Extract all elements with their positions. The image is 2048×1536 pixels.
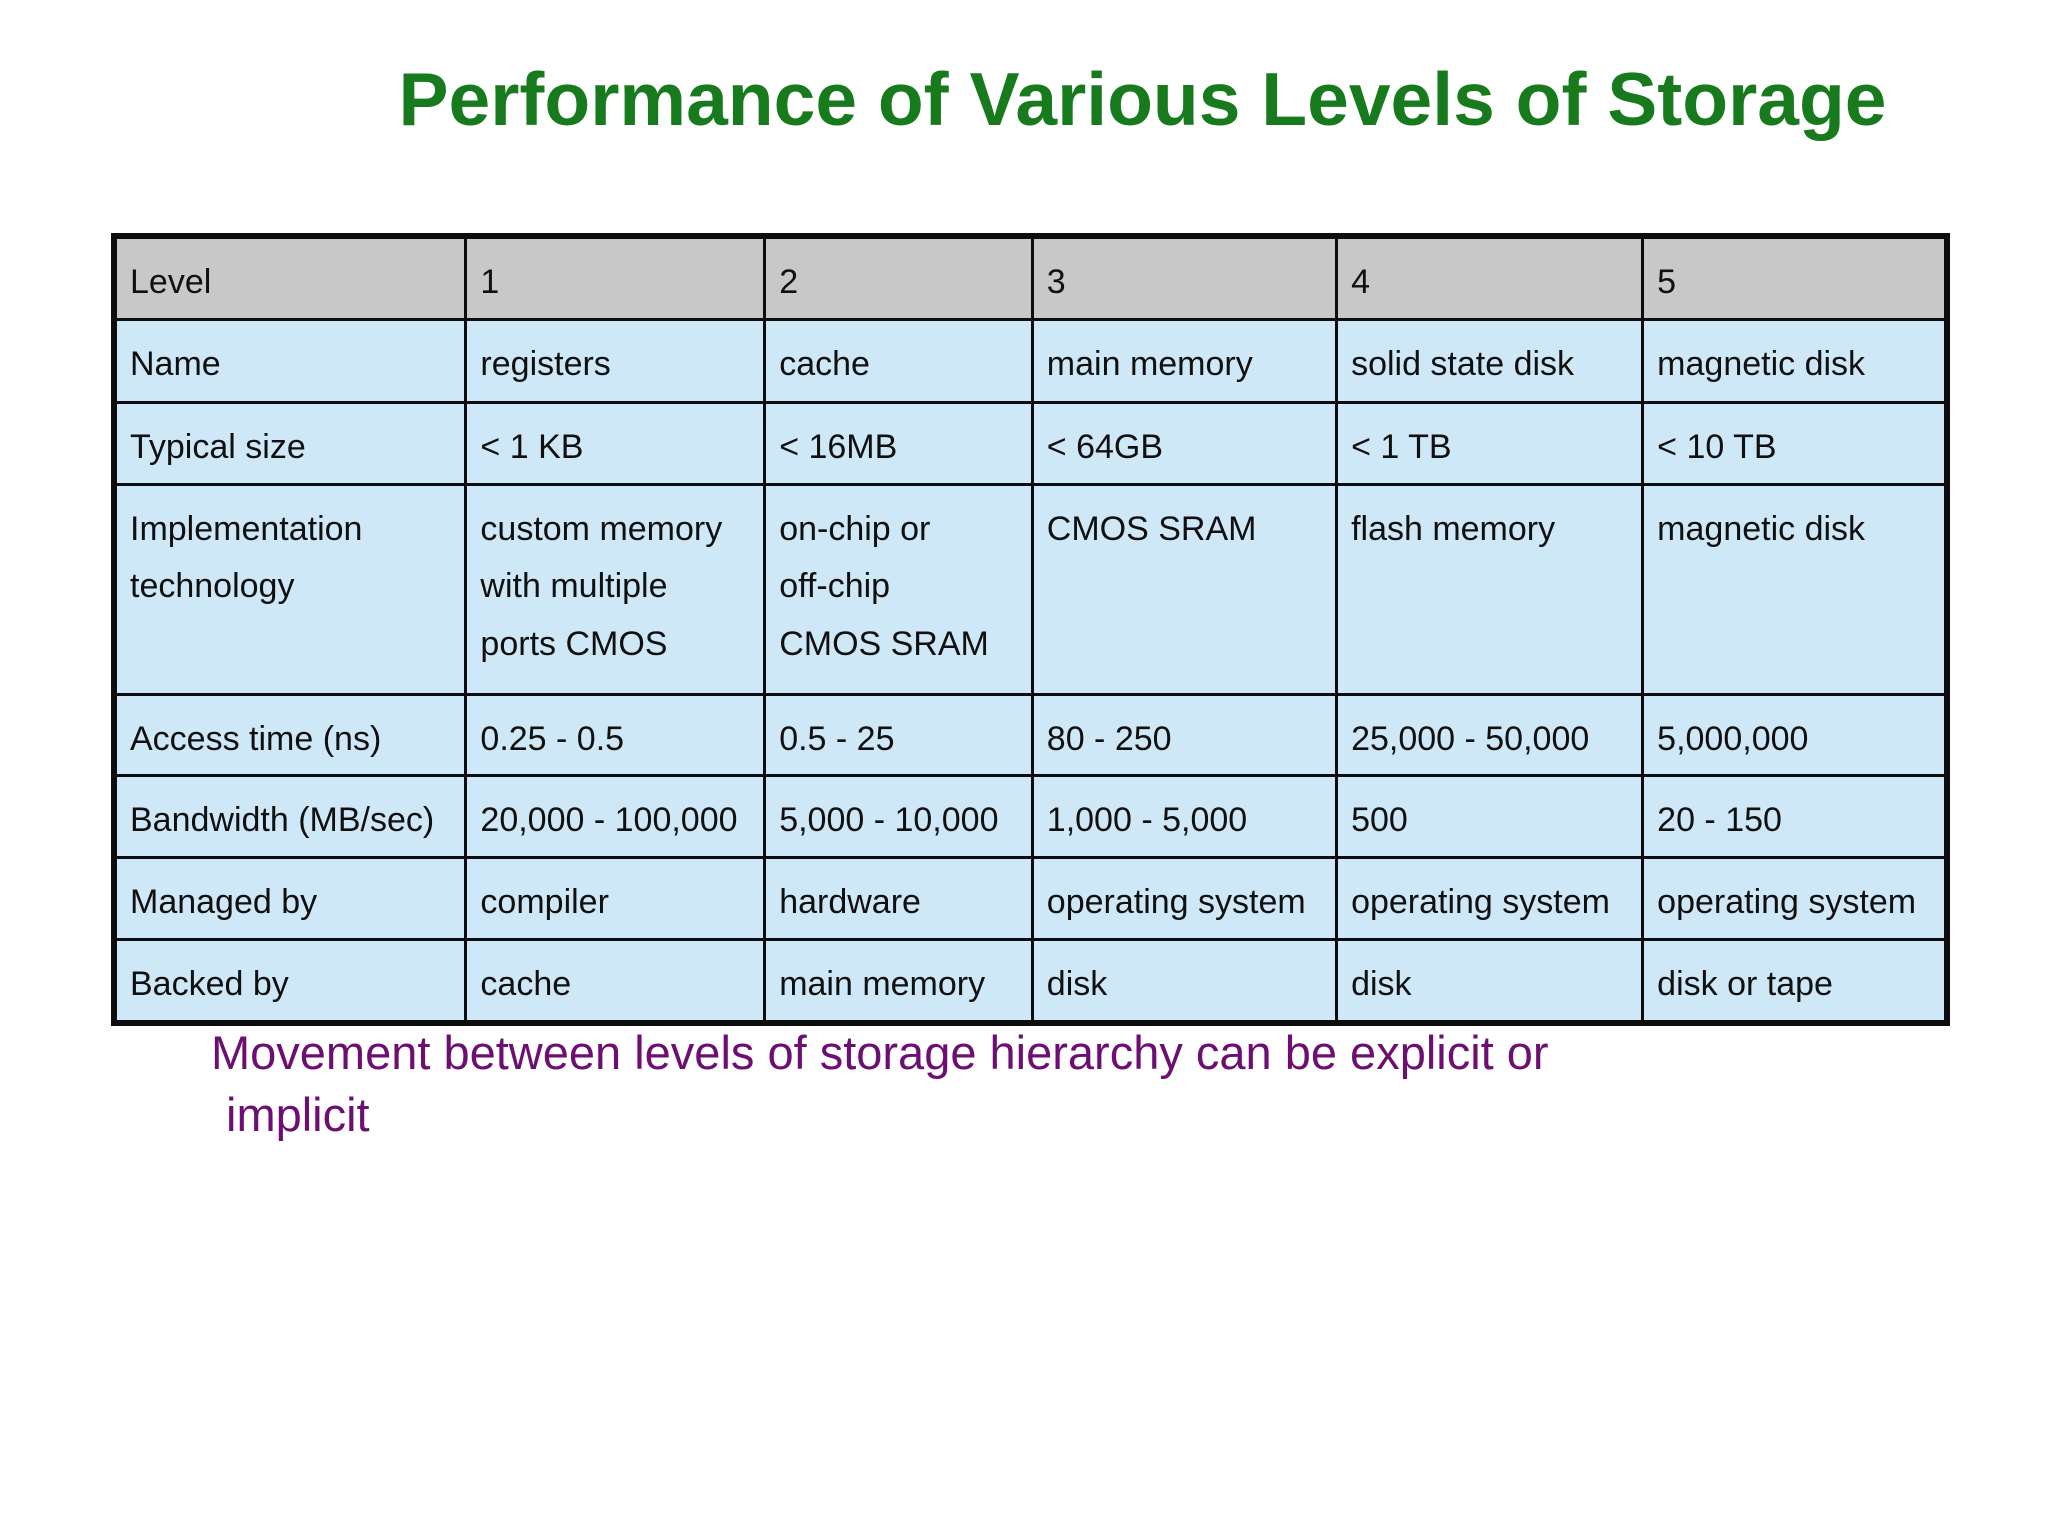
table-cell: 80 - 250: [1030, 692, 1339, 778]
row-label: Managed by: [112, 856, 468, 941]
table-cell: < 10 TB: [1641, 400, 1949, 486]
header-cell-5: 5: [1641, 234, 1949, 321]
header-cell-4: 4: [1335, 234, 1645, 321]
slide-note: Movement between levels of storage hiera…: [0, 1022, 2048, 1146]
row-label: Implementation technology: [112, 482, 468, 696]
table-row-name: Name registers cache main memory solid s…: [112, 317, 1949, 404]
table-cell: custom memory with multiple ports CMOS: [464, 482, 767, 696]
table-cell: registers: [464, 317, 767, 404]
table-row-access-time: Access time (ns) 0.25 - 0.5 0.5 - 25 80 …: [112, 692, 1949, 778]
table-cell: flash memory: [1335, 482, 1645, 696]
row-label: Typical size: [112, 400, 468, 486]
table-cell: CMOS SRAM: [1030, 482, 1339, 696]
table-cell: < 64GB: [1030, 400, 1339, 486]
table-cell: < 1 KB: [464, 400, 767, 486]
table-header-row: Level 1 2 3 4 5: [112, 234, 1949, 321]
table-cell: 20,000 - 100,000: [464, 774, 767, 860]
table-cell: disk: [1335, 937, 1645, 1025]
row-label: Name: [112, 317, 468, 404]
table-cell: main memory: [1030, 317, 1339, 404]
header-cell-2: 2: [763, 234, 1034, 321]
row-label: Access time (ns): [112, 692, 468, 778]
table-cell: cache: [763, 317, 1034, 404]
slide-title: Performance of Various Levels of Storage: [398, 57, 1887, 141]
note-line-2: implicit: [226, 1088, 370, 1141]
header-cell-1: 1: [464, 234, 767, 321]
table-cell: magnetic disk: [1641, 317, 1949, 404]
row-label: Bandwidth (MB/sec): [112, 774, 468, 860]
row-label: Backed by: [112, 937, 468, 1025]
table-cell: solid state disk: [1335, 317, 1645, 404]
table-cell: disk or tape: [1641, 937, 1949, 1025]
table-cell: operating system: [1030, 856, 1339, 941]
table-cell: 20 - 150: [1641, 774, 1949, 860]
table-cell: compiler: [464, 856, 767, 941]
table-cell: 1,000 - 5,000: [1030, 774, 1339, 860]
table-cell: magnetic disk: [1641, 482, 1949, 696]
table-row-bandwidth: Bandwidth (MB/sec) 20,000 - 100,000 5,00…: [112, 774, 1949, 860]
table-cell: < 1 TB: [1335, 400, 1645, 486]
table-row-implementation-technology: Implementation technology custom memory …: [112, 482, 1949, 696]
table-cell: 5,000 - 10,000: [763, 774, 1034, 860]
table-row-backed-by: Backed by cache main memory disk disk di…: [112, 937, 1949, 1025]
header-cell-3: 3: [1030, 234, 1339, 321]
table-cell: 0.5 - 25: [763, 692, 1034, 778]
table-cell: on-chip or off-chip CMOS SRAM: [763, 482, 1034, 696]
table-cell: disk: [1030, 937, 1339, 1025]
storage-performance-table: Level 1 2 3 4 5 Name registers cache mai…: [111, 233, 1950, 1026]
note-line-1: Movement between levels of storage hiera…: [211, 1026, 1549, 1079]
table-cell: 25,000 - 50,000: [1335, 692, 1645, 778]
table-cell: hardware: [763, 856, 1034, 941]
table-cell: cache: [464, 937, 767, 1025]
table-cell: operating system: [1641, 856, 1949, 941]
table-cell: 5,000,000: [1641, 692, 1949, 778]
header-cell-level: Level: [112, 234, 468, 321]
table-cell: main memory: [763, 937, 1034, 1025]
table-cell: 0.25 - 0.5: [464, 692, 767, 778]
table-cell: operating system: [1335, 856, 1645, 941]
table-cell: < 16MB: [763, 400, 1034, 486]
table-cell: 500: [1335, 774, 1645, 860]
table-row-managed-by: Managed by compiler hardware operating s…: [112, 856, 1949, 941]
table-row-typical-size: Typical size < 1 KB < 16MB < 64GB < 1 TB…: [112, 400, 1949, 486]
